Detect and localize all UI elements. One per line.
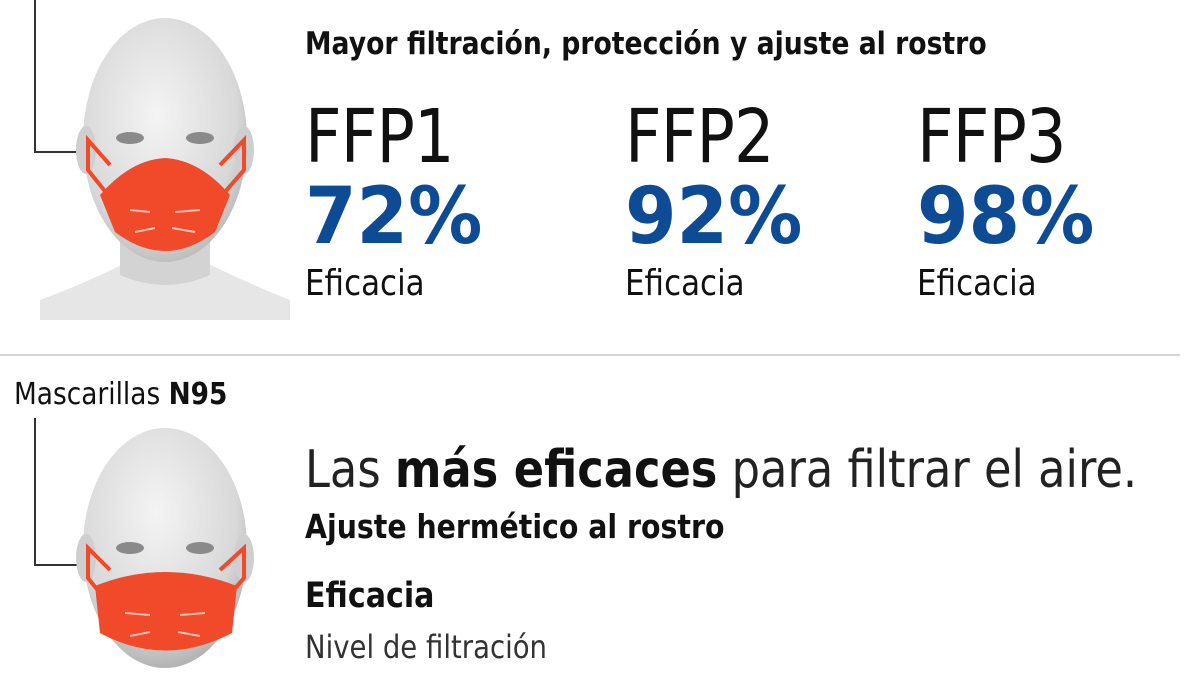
n95-headline-part1: Las bbox=[305, 440, 395, 500]
section-divider bbox=[0, 354, 1180, 356]
n95-efficacy-title: Eficacia bbox=[305, 576, 435, 616]
headline-top: Mayor filtración, protección y ajuste al… bbox=[305, 26, 987, 62]
n95-headline-part2: para filtrar el aire. bbox=[717, 440, 1138, 500]
ffp2-percent: 92% bbox=[625, 172, 803, 262]
n95-title: Mascarillas N95 bbox=[14, 377, 227, 412]
ffp1-label: FFP1 bbox=[305, 94, 455, 180]
n95-headline: Las más eficaces para filtrar el aire. bbox=[305, 440, 1137, 500]
ffp3-efficacy: Eficacia bbox=[917, 263, 1037, 304]
ffp1-efficacy: Eficacia bbox=[305, 263, 425, 304]
ffp3-percent: 98% bbox=[917, 172, 1095, 262]
ffp2-efficacy: Eficacia bbox=[625, 263, 745, 304]
stat-ffp1: FFP1 72% Eficacia bbox=[305, 100, 492, 302]
stat-ffp2: FFP2 92% Eficacia bbox=[625, 100, 812, 302]
n95-efficacy-subtitle: Nivel de filtración bbox=[305, 628, 547, 666]
stat-ffp3: FFP3 98% Eficacia bbox=[917, 100, 1104, 302]
n95-title-bold: N95 bbox=[168, 377, 228, 412]
ffp2-label: FFP2 bbox=[625, 94, 775, 180]
mannequin-ffp-icon bbox=[34, 0, 290, 320]
mannequin-n95-icon bbox=[34, 418, 254, 668]
n95-subtitle: Ajuste hermético al rostro bbox=[305, 507, 725, 546]
n95-headline-bold: más eficaces bbox=[394, 440, 718, 500]
ffp3-label: FFP3 bbox=[917, 94, 1067, 180]
ffp1-percent: 72% bbox=[305, 172, 483, 262]
n95-title-prefix: Mascarillas bbox=[14, 377, 169, 412]
